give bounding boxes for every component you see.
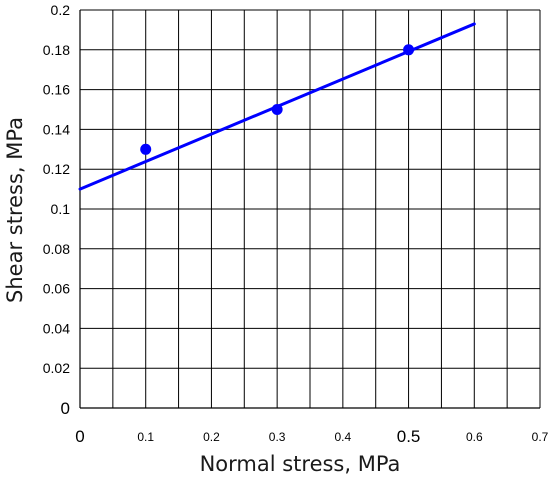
x-tick-label-6: 0.6	[466, 430, 483, 444]
y-tick-label-10: 0.2	[51, 2, 71, 18]
y-tick-label-8: 0.16	[43, 82, 70, 98]
x-tick-label-4: 0.4	[335, 430, 352, 444]
x-tick-label-3: 0.3	[269, 430, 286, 444]
y-tick-label-3: 0.06	[43, 281, 70, 297]
grid	[79, 9, 541, 409]
data-point-2	[403, 44, 415, 56]
y-tick-label-7: 0.14	[43, 121, 70, 137]
y-axis-title: Shear stress, MPa	[3, 117, 27, 303]
data-point-1	[271, 104, 283, 115]
x-tick-label-7: 0.7	[532, 430, 549, 444]
y-tick-label-9: 0.18	[43, 42, 70, 58]
x-tick-label-1: 0.1	[137, 430, 154, 444]
y-tick-label-1: 0.02	[43, 360, 70, 376]
x-axis-title: Normal stress, MPa	[200, 452, 401, 476]
x-tick-label-0: 0	[75, 427, 84, 446]
y-tick-label-4: 0.08	[43, 241, 70, 257]
x-tick-label-5: 0.5	[397, 427, 421, 446]
y-tick-label-0: 0	[61, 399, 70, 418]
x-tick-labels: 0 0.1 0.2 0.3 0.4 0.5 0.6 0.7	[75, 427, 548, 446]
data-points	[140, 44, 415, 155]
data-point-0	[140, 143, 152, 155]
x-tick-label-2: 0.2	[203, 430, 220, 444]
y-tick-label-6: 0.12	[43, 161, 70, 177]
y-tick-labels: 0 0.02 0.04 0.06 0.08 0.1 0.12 0.14 0.16 0.18 0.2	[43, 2, 70, 418]
y-tick-label-2: 0.04	[43, 320, 70, 336]
y-tick-label-5: 0.1	[51, 201, 71, 217]
